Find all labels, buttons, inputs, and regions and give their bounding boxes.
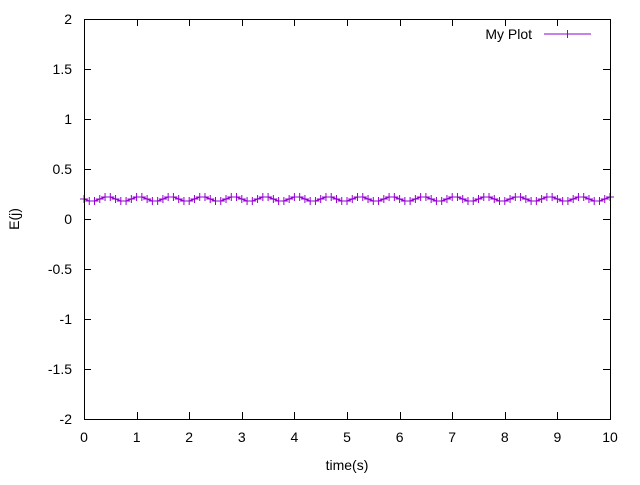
x-axis-label: time(s) (326, 457, 369, 473)
legend-label: My Plot (485, 26, 532, 42)
data-point (532, 197, 541, 205)
data-point (411, 195, 420, 203)
x-tick-label: 4 (291, 429, 299, 445)
data-point (311, 197, 320, 205)
data-point (122, 197, 131, 205)
data-point (437, 197, 446, 205)
axis-ticks (84, 19, 611, 420)
x-tick-label: 10 (602, 429, 618, 445)
data-point (185, 197, 194, 205)
data-point (190, 195, 199, 203)
data-point (553, 195, 562, 203)
data-point (269, 195, 278, 203)
data-point (158, 195, 167, 203)
data-point (332, 195, 341, 203)
data-point (537, 195, 546, 203)
data-point (343, 197, 351, 205)
data-point (143, 195, 152, 203)
series-layer (80, 193, 614, 205)
data-point (111, 195, 120, 203)
data-point (95, 195, 104, 203)
data-point (348, 195, 357, 203)
data-point (358, 193, 367, 201)
data-point (421, 193, 430, 201)
x-tick-label: 9 (554, 429, 562, 445)
data-point (90, 197, 99, 205)
data-point (390, 193, 399, 201)
data-point (364, 195, 373, 203)
data-point (327, 193, 336, 201)
data-point (374, 197, 383, 205)
legend-swatch-marker (563, 30, 572, 38)
x-tick-label: 3 (238, 429, 246, 445)
data-point (584, 195, 593, 203)
data-point (285, 195, 294, 203)
data-point (206, 195, 215, 203)
y-tick-label: -0.5 (48, 261, 72, 277)
data-point (442, 195, 451, 203)
plot-frame (84, 19, 611, 420)
data-point (485, 193, 494, 201)
data-point (106, 193, 115, 201)
data-point (500, 197, 509, 205)
data-point (427, 195, 436, 203)
data-point (516, 193, 525, 201)
data-point (600, 195, 609, 203)
y-tick-label: -1.5 (48, 361, 72, 377)
y-tick-label: 1.5 (53, 61, 73, 77)
data-point (579, 193, 588, 201)
data-point (169, 193, 178, 201)
data-point (264, 193, 273, 201)
y-tick-label: -1 (60, 311, 73, 327)
x-tick-label: 8 (501, 429, 509, 445)
data-point (253, 195, 262, 203)
x-tick-label: 7 (448, 429, 456, 445)
data-point (490, 195, 499, 203)
data-point (469, 197, 478, 205)
data-point (127, 195, 136, 203)
data-point (453, 193, 462, 201)
axis-tick-labels: 0 1 2 3 4 5 6 7 8 9 10 -2 -1.5 -1 -0.5 0 0.5 1 1.5 2 (48, 11, 618, 445)
data-point (316, 195, 325, 203)
y-tick-label: -2 (60, 411, 73, 427)
y-axis-label: E(j) (6, 208, 22, 230)
data-point (232, 193, 241, 201)
data-point (279, 197, 288, 205)
x-tick-label: 6 (396, 429, 404, 445)
data-point (237, 195, 246, 203)
x-tick-label: 0 (80, 429, 88, 445)
data-point (379, 195, 388, 203)
legend-swatch (544, 30, 591, 38)
data-point (300, 195, 309, 203)
y-tick-label: 0 (64, 211, 72, 227)
data-point (521, 195, 530, 203)
data-point (395, 195, 404, 203)
data-point (548, 193, 557, 201)
data-point (216, 197, 225, 205)
data-point (563, 197, 572, 205)
data-point (153, 197, 162, 205)
x-tick-label: 1 (133, 429, 141, 445)
data-point (137, 193, 146, 201)
legend: My Plot (485, 26, 591, 42)
data-point (474, 195, 483, 203)
data-point (595, 197, 604, 205)
data-point (222, 195, 231, 203)
data-point (174, 195, 183, 203)
y-tick-label: 0.5 (53, 161, 73, 177)
data-point (458, 195, 467, 203)
data-point (506, 195, 515, 203)
y-tick-label: 1 (64, 111, 72, 127)
data-point (406, 197, 415, 205)
y-tick-label: 2 (64, 11, 72, 27)
data-point (200, 193, 209, 201)
data-point (248, 197, 257, 205)
data-point (569, 195, 578, 203)
series-0 (80, 193, 614, 205)
x-tick-label: 2 (185, 429, 193, 445)
data-point (295, 193, 304, 201)
x-tick-label: 5 (343, 429, 351, 445)
